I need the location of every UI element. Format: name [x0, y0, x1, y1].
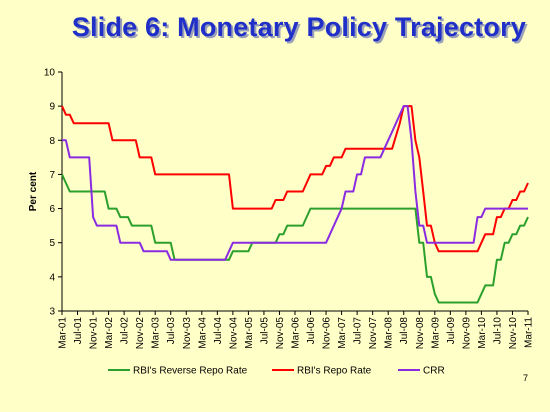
x-tick-label: Jul-07 — [353, 317, 364, 345]
x-tick-label: Jul-04 — [213, 317, 224, 345]
x-tick-label: Nov-04 — [228, 317, 239, 350]
y-tick-label: 6 — [49, 204, 55, 215]
y-tick-label: 3 — [49, 307, 55, 318]
x-tick-label: Mar-08 — [384, 317, 395, 349]
x-tick-label: Mar-07 — [337, 317, 348, 349]
x-tick-label: Mar-01 — [58, 317, 69, 349]
x-tick-label: Mar-02 — [104, 317, 115, 349]
page-number: 7 — [523, 373, 528, 383]
y-tick-label: 9 — [49, 102, 55, 113]
legend: RBI's Reverse Repo Rate RBI's Repo Rate CR… — [108, 366, 445, 377]
x-tick-labels: Mar-01 Jul-01 Nov-01 Mar-02 Jul-02 Nov-02 Mar-… — [58, 317, 535, 350]
x-tick-label: Nov-10 — [508, 317, 519, 350]
slide-title: Slide 6: Monetary Policy Trajectory — [71, 12, 526, 42]
x-tick-label: Nov-03 — [182, 317, 193, 350]
x-tick-label: Mar-06 — [291, 317, 302, 349]
x-tick-label: Nov-09 — [461, 317, 472, 350]
series-lines — [61, 105, 529, 304]
x-tick-label: Mar-11 — [524, 317, 535, 348]
x-tick-label: Jul-10 — [492, 317, 503, 345]
legend-label: RBI's Reverse Repo Rate — [133, 366, 248, 377]
y-axis-label: Per cent — [28, 171, 39, 211]
x-tick-label: Jul-09 — [446, 317, 457, 345]
x-tick-label: Nov-06 — [322, 317, 333, 350]
series-line-2 — [62, 105, 528, 261]
x-tick-label: Nov-02 — [135, 317, 146, 350]
x-tick-label: Mar-04 — [197, 317, 208, 349]
x-tick-label: Nov-01 — [89, 317, 100, 350]
x-tick-label: Mar-09 — [430, 317, 441, 349]
legend-label: RBI's Repo Rate — [297, 366, 372, 377]
x-tick-label: Jul-03 — [166, 317, 177, 345]
x-tick-label: Nov-05 — [275, 317, 286, 350]
x-tick-label: Nov-08 — [415, 317, 426, 350]
y-tick-labels: 3 4 5 6 7 8 9 10 — [44, 68, 56, 318]
series-line-1 — [61, 105, 529, 253]
x-tick-label: Mar-03 — [151, 317, 162, 349]
y-tick-label: 7 — [49, 170, 55, 181]
x-tick-label: Jul-08 — [399, 317, 410, 345]
series-line-0 — [61, 173, 529, 304]
y-tick-label: 5 — [49, 238, 55, 249]
y-tick-label: 10 — [44, 68, 56, 79]
chart-axes — [58, 71, 529, 315]
x-tick-label: Jul-06 — [306, 317, 317, 345]
x-tick-label: Jul-02 — [120, 317, 131, 345]
x-tick-label: Jul-05 — [259, 317, 270, 345]
y-tick-label: 8 — [49, 136, 55, 147]
x-tick-label: Mar-10 — [477, 317, 488, 349]
x-tick-label: Nov-07 — [368, 317, 379, 350]
x-tick-label: Jul-01 — [73, 317, 84, 345]
y-tick-label: 4 — [49, 272, 55, 283]
x-tick-label: Mar-05 — [244, 317, 255, 349]
legend-label: CRR — [423, 366, 445, 377]
